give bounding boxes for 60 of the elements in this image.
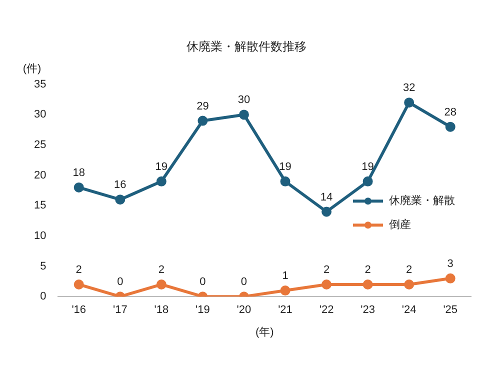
x-tick-label: '23 [360, 304, 375, 316]
data-label: 19 [279, 160, 292, 173]
y-tick-label: 5 [40, 260, 46, 272]
y-axis-title: (件) [22, 62, 42, 75]
y-tick-label: 35 [34, 78, 46, 90]
point [74, 279, 84, 290]
point [445, 273, 456, 284]
point [115, 194, 126, 205]
point [322, 206, 332, 217]
data-label: 28 [444, 106, 456, 118]
y-tick-label: 15 [34, 200, 46, 212]
data-label: 14 [320, 191, 333, 204]
data-label: 2 [158, 264, 164, 276]
point [362, 176, 373, 186]
data-label: 29 [196, 100, 209, 112]
point [74, 182, 84, 192]
y-tick-label: 10 [34, 230, 46, 242]
chart-title: 休廃業・解散件数推移 [186, 40, 306, 54]
point [198, 116, 208, 126]
legend-label: 休廃業・解散 [389, 194, 455, 208]
x-tick-label: '24 [402, 304, 416, 316]
data-label: 2 [323, 264, 330, 276]
x-tick-label: '17 [112, 304, 128, 316]
data-label: 0 [200, 276, 206, 288]
y-tick-label: 30 [34, 108, 46, 121]
y-tick-label: 25 [34, 139, 46, 152]
data-label: 0 [240, 276, 248, 288]
point [156, 279, 166, 290]
data-label: 2 [406, 264, 412, 276]
x-tick-label: '20 [236, 304, 252, 316]
data-label: 30 [238, 94, 250, 106]
x-tick-label: '21 [278, 304, 292, 316]
data-label: 16 [114, 179, 126, 192]
data-label: 18 [72, 167, 85, 179]
point [445, 122, 456, 132]
point [238, 110, 249, 120]
x-tick-label: '18 [154, 304, 169, 316]
x-tick-label: '19 [196, 304, 210, 316]
point [156, 176, 166, 186]
data-label: 3 [447, 258, 454, 270]
point [280, 176, 290, 186]
data-label: 19 [155, 160, 168, 173]
point [280, 286, 290, 296]
data-label: 2 [364, 264, 371, 276]
x-tick-label: '16 [72, 304, 86, 316]
point [404, 279, 414, 290]
x-tick-label: '25 [443, 304, 458, 316]
data-label: 0 [117, 276, 124, 288]
y-tick-label: 20 [34, 169, 46, 182]
data-label: 1 [282, 270, 288, 282]
x-axis-title: (年) [255, 326, 274, 338]
data-label: 2 [76, 264, 82, 276]
point [404, 98, 414, 108]
data-label: 32 [402, 82, 416, 94]
point [362, 279, 373, 290]
y-tick-label: 0 [40, 290, 46, 303]
point [322, 279, 332, 290]
x-tick-label: '22 [319, 304, 334, 316]
data-label: 19 [362, 160, 374, 173]
legend-label: 倒産 [389, 218, 411, 232]
